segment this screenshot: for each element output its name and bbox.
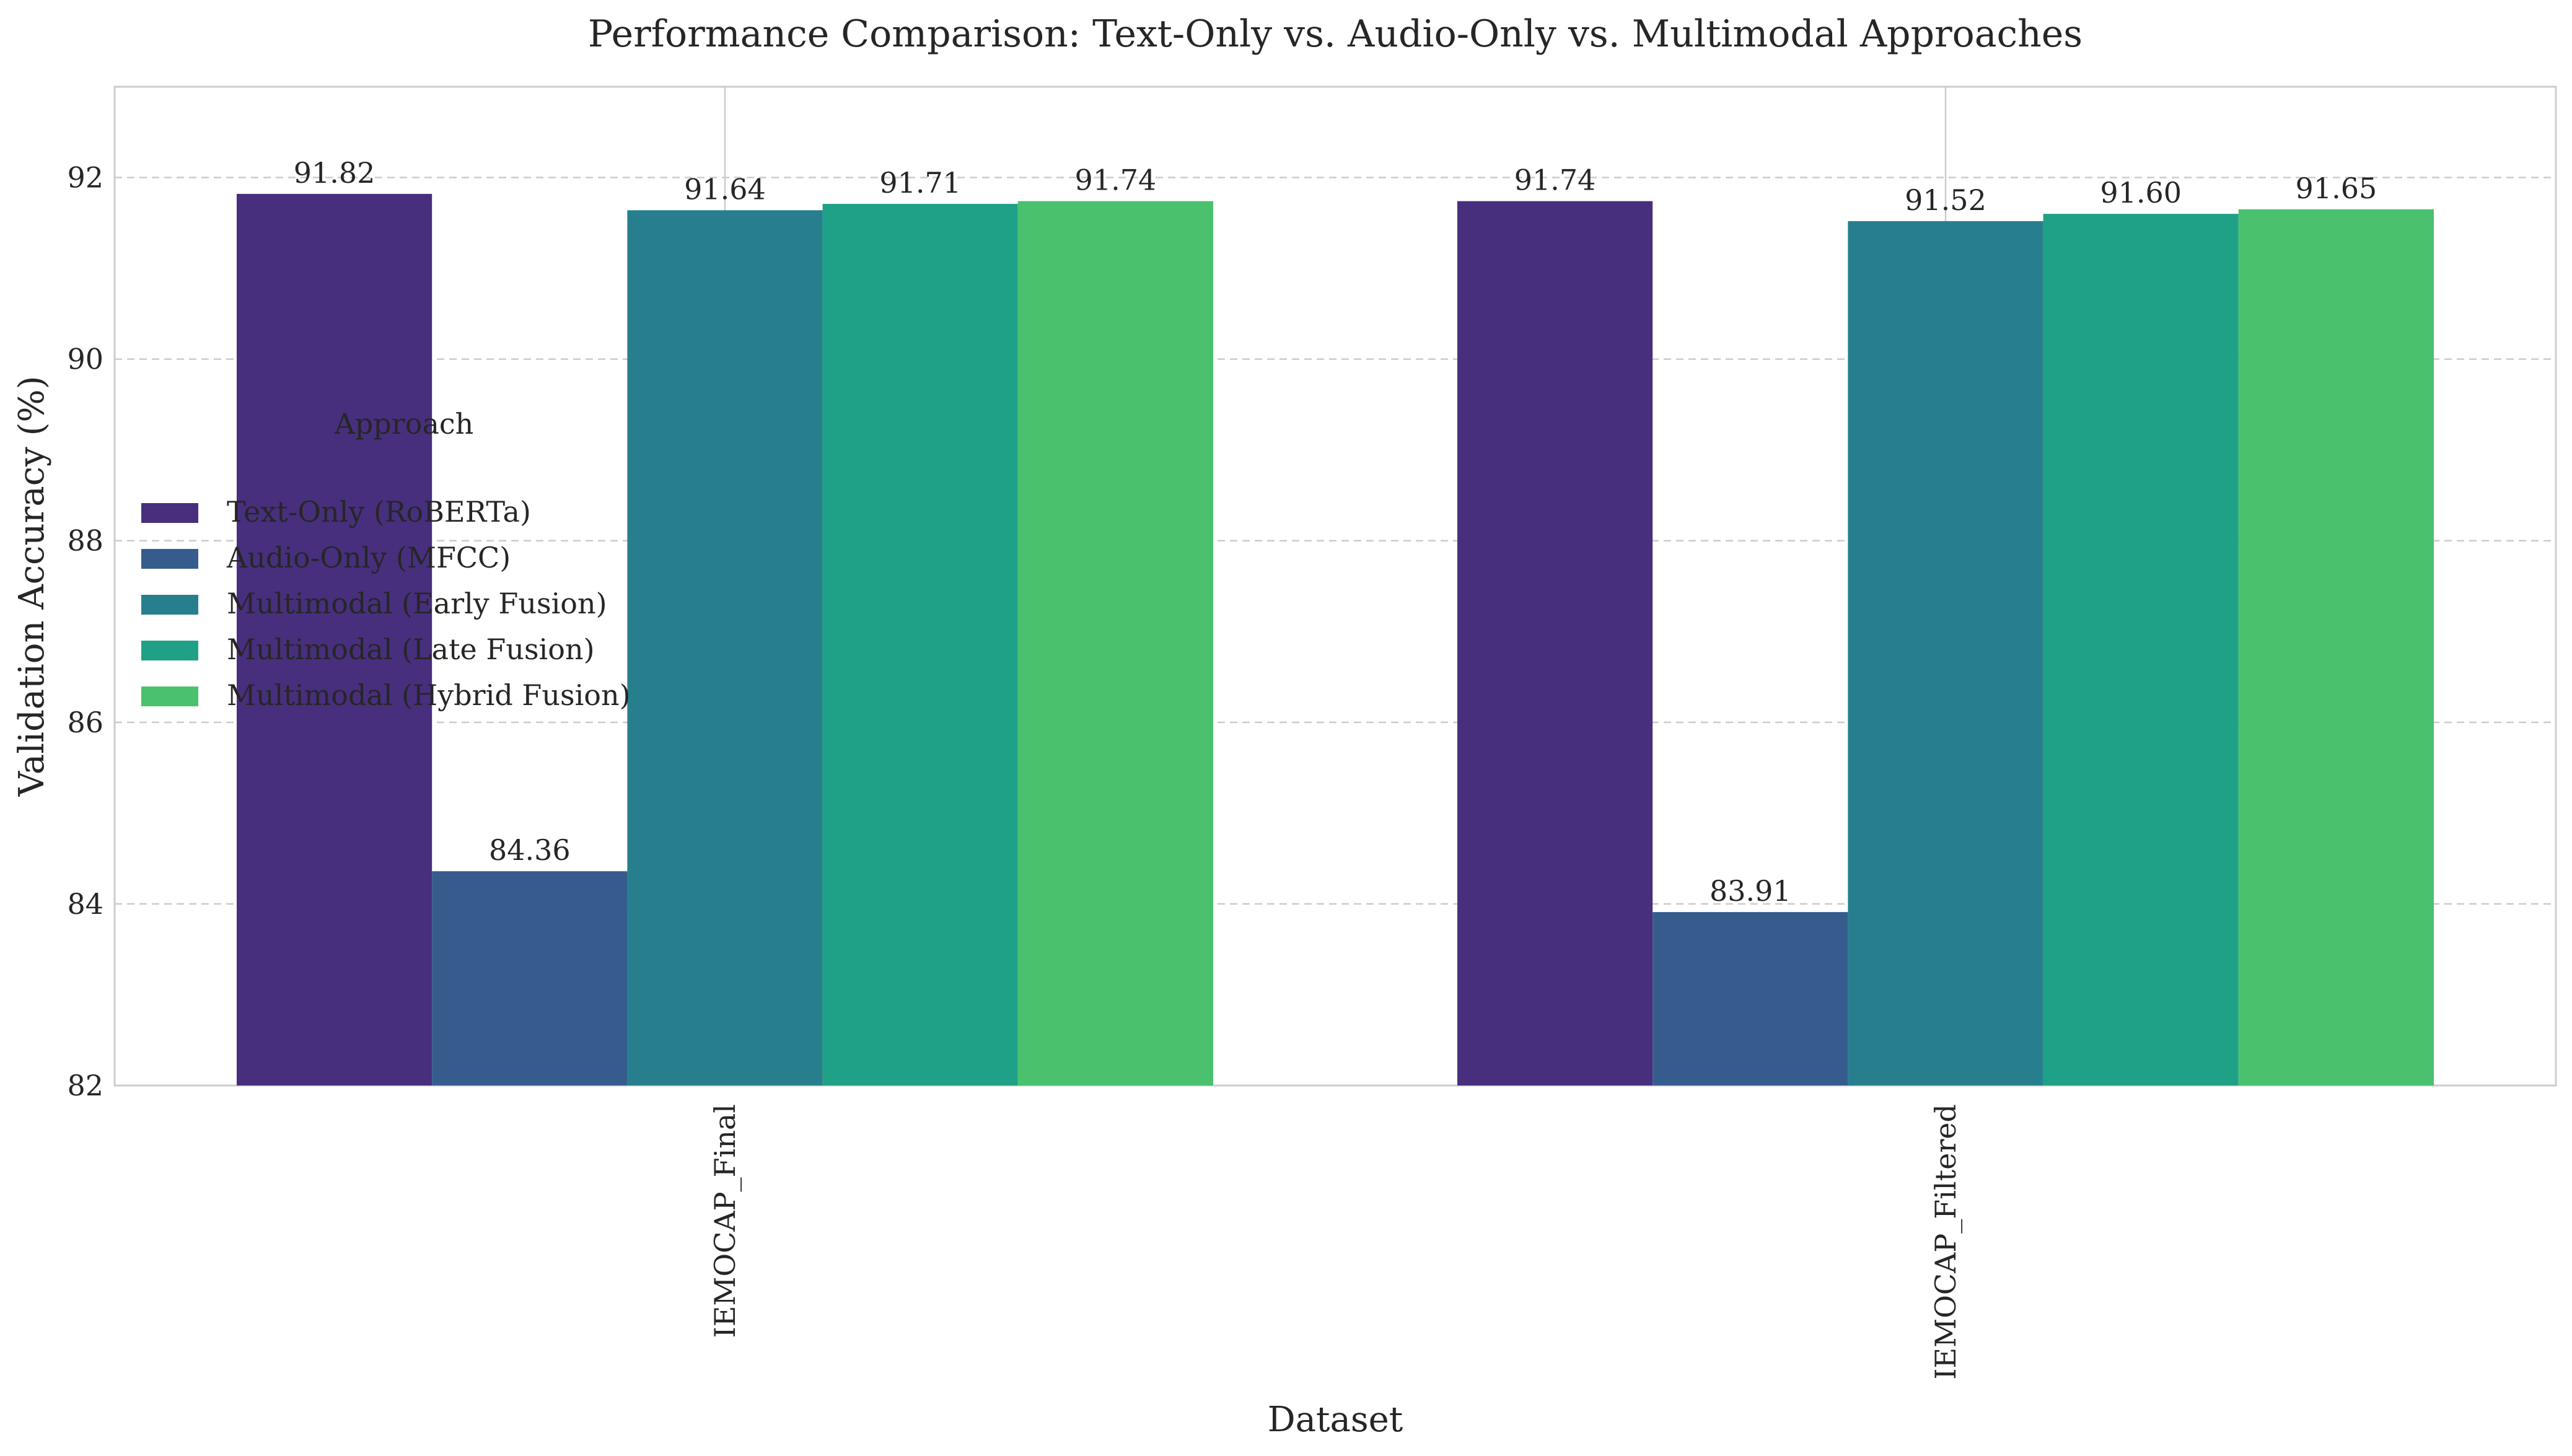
bar [822,204,1018,1085]
y-tick-label: 88 [67,524,103,558]
x-tick-label: IEMOCAP_Final [708,1104,742,1338]
y-tick-label: 86 [67,706,103,739]
bar [2043,214,2239,1086]
bar [1457,201,1653,1086]
bar [1848,221,2043,1086]
legend-swatch [141,549,198,569]
y-axis-label: Validation Accuracy (%) [12,376,52,797]
y-tick-label: 90 [67,343,103,376]
legend-entry: Multimodal (Early Fusion) [227,587,607,620]
legend-title: Approach [334,407,474,441]
legend-entry: Multimodal (Hybrid Fusion) [227,678,631,712]
y-tick-label: 82 [67,1069,103,1102]
bar [627,210,823,1086]
bar [237,193,432,1086]
bar-value-label: 91.60 [2100,176,2182,209]
x-axis-label: Dataset [1268,1400,1403,1440]
x-tick-labels: IEMOCAP_Final IEMOCAP_Filtered [708,1104,1962,1380]
bar-value-label: 91.52 [1905,183,1986,217]
legend-entry: Audio-Only (MFCC) [226,541,511,574]
bar [432,871,628,1085]
bar-value-label: 84.36 [489,833,571,867]
y-tick-label: 92 [67,161,103,195]
legend-swatch [141,503,198,523]
legend-swatch [141,595,198,615]
legend-swatch [141,686,198,706]
chart-title: Performance Comparison: Text-Only vs. Au… [588,12,2083,56]
y-tick-label: 84 [67,887,103,921]
bar-value-label: 83.91 [1710,874,1791,908]
y-tick-labels: 82 84 86 88 90 92 [67,161,103,1102]
bar-value-label: 91.82 [294,156,375,190]
bar-layer: 91.82 84.36 91.64 91.71 91.74 91.74 83.91 91.52… [237,156,2434,1086]
legend-entry: Text-Only (RoBERTa) [227,495,531,528]
legend-swatch [141,641,198,660]
bar-value-label: 91.74 [1075,164,1157,197]
legend-entry: Multimodal (Late Fusion) [227,633,595,666]
bar [2238,209,2434,1085]
bar-value-label: 91.65 [2296,172,2377,205]
x-tick-label: IEMOCAP_Filtered [1929,1104,1962,1380]
bar-value-label: 91.74 [1514,164,1596,197]
bar-value-label: 91.64 [684,172,766,206]
bar-value-label: 91.71 [879,166,961,200]
bar [1652,912,1848,1085]
bar [1017,201,1213,1086]
legend: Approach Text-Only (RoBERTa) Audio-Only (… [141,407,631,712]
